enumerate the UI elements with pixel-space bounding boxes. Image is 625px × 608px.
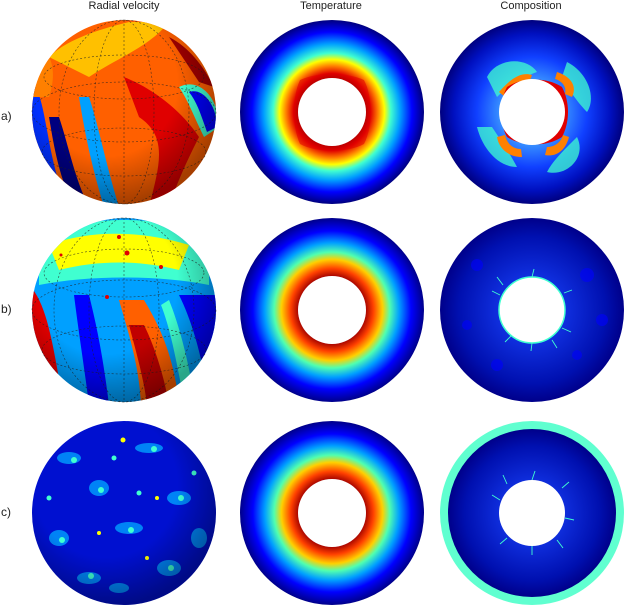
panel-a-radial-velocity bbox=[29, 17, 219, 207]
panel-b-temperature bbox=[237, 215, 427, 405]
panel-c-composition bbox=[437, 418, 625, 608]
row-label-a: a) bbox=[1, 109, 12, 123]
panel-c-radial-velocity bbox=[29, 418, 219, 608]
panel-b-radial-velocity bbox=[29, 215, 219, 405]
row-label-b: b) bbox=[1, 302, 12, 316]
panel-a-temperature bbox=[237, 17, 427, 207]
panel-c-temperature bbox=[237, 418, 427, 608]
panel-b-composition bbox=[437, 215, 625, 405]
column-title-temperature: Temperature bbox=[300, 0, 362, 12]
column-title-composition: Composition bbox=[500, 0, 562, 12]
row-label-c: c) bbox=[1, 505, 11, 519]
panel-a-composition bbox=[437, 17, 625, 207]
column-title-radial-velocity: Radial velocity bbox=[88, 0, 160, 12]
